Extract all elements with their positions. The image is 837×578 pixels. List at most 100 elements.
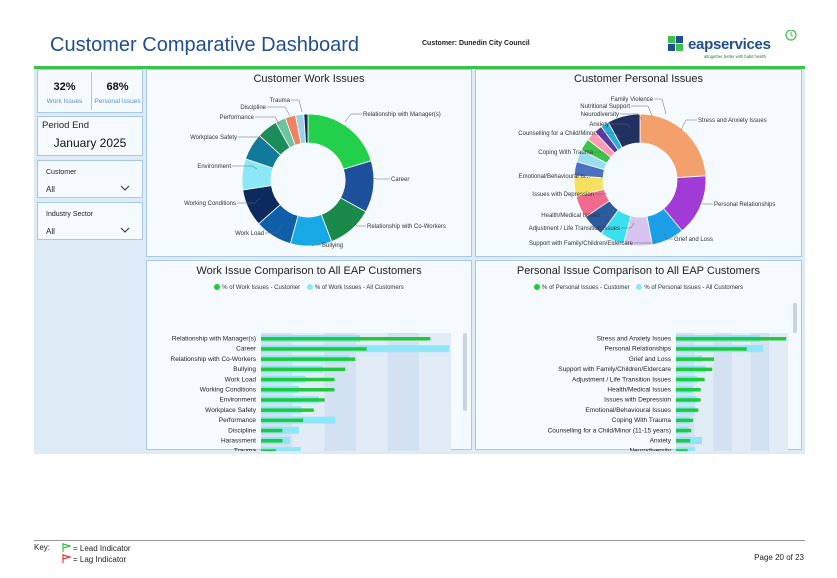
donut-label-adjustment-life-transition-issues: Adjustment / Life Transition Issues: [529, 226, 620, 232]
bar-customer-workplace-safety[interactable]: [261, 408, 314, 412]
personal-issues-donut-panel: Customer Personal Issues Family Violence…: [475, 69, 802, 257]
work-bar-title: Work Issue Comparison to All EAP Custome…: [196, 265, 422, 277]
bar-customer-adjustment-life-transition-issues[interactable]: [676, 377, 705, 382]
bar-customer-career[interactable]: [261, 347, 367, 351]
legend-all-swatch: [636, 284, 643, 290]
bar-customer-harassment[interactable]: [261, 439, 283, 443]
period-value: January 2025: [53, 136, 127, 150]
work-bar-scrollbar[interactable]: [463, 333, 467, 411]
bar-all-neurodiversity[interactable]: [676, 447, 696, 451]
bar-customer-work-load[interactable]: [261, 377, 335, 382]
dashboard: Customer Comparative Dashboard Customer:…: [34, 30, 805, 454]
industry-slicer[interactable]: Industry Sector All: [37, 202, 143, 240]
donut-slice-relationship-with-manager-s[interactable]: [307, 113, 372, 170]
leader-line: [663, 232, 673, 240]
legend-all-swatch: [306, 284, 313, 290]
work-bar-chart: Relationship with Manager(s) Career Relati…: [171, 333, 467, 451]
category-label-personal-relationships: Personal Relationships: [605, 346, 672, 353]
bar-customer-coping-with-trauma[interactable]: [676, 418, 694, 423]
work-issues-donut-panel: Customer Work Issues Trauma Discipline Per…: [146, 69, 472, 257]
donut-slice-stress-and-anxiety-issues[interactable]: [639, 113, 707, 179]
kpi-personal-issues: 68% Personal Issues: [91, 81, 144, 105]
kpi-personal-label: Personal Issues: [94, 98, 141, 105]
donut-label-career: Career: [391, 177, 409, 183]
leader-line: [344, 113, 362, 123]
plot-band: [694, 333, 714, 451]
customer-label: Customer: Dunedin City Council: [422, 40, 530, 47]
work-comparison-panel: Work Issue Comparison to All EAP Custome…: [146, 260, 472, 451]
footer-divider: [34, 540, 805, 541]
bar-customer-emotional-behavioural-issues[interactable]: [676, 408, 699, 412]
bar-customer-counselling-for-a-child-minor-11-15-years[interactable]: [676, 428, 692, 433]
personal-comparison-panel: Personal Issue Comparison to All EAP Cus…: [475, 260, 802, 451]
page-title: Customer Comparative Dashboard: [50, 34, 360, 56]
bar-customer-bullying[interactable]: [261, 367, 346, 372]
donut-label-performance: Performance: [220, 115, 255, 121]
customer-slicer[interactable]: Customer All: [37, 160, 143, 198]
category-label-relationship-with-manager-s: Relationship with Manager(s): [172, 336, 256, 343]
donut-label-emotional-behavioural-is: Emotional/Behavioural Is...: [519, 174, 591, 180]
donut-label-trauma: Trauma: [270, 98, 291, 104]
donut-label-personal-relationships: Personal Relationships: [714, 202, 775, 208]
category-label-coping-with-trauma: Coping With Trauma: [612, 417, 672, 424]
personal-bar-scrollbar[interactable]: [793, 303, 797, 333]
donut-label-relationship-with-co-workers: Relationship with Co-Workers: [367, 224, 446, 230]
customer-slicer-value[interactable]: All: [46, 185, 55, 194]
bar-customer-relationship-with-co-workers[interactable]: [261, 357, 356, 361]
category-label-counselling-for-a-child-minor-11-15-years: Counselling for a Child/Minor (11-15 yea…: [548, 427, 671, 434]
leader-line: [373, 177, 390, 180]
plot-band: [387, 333, 420, 451]
key-lead-text: = Lead Indicator: [73, 544, 131, 553]
bar-customer-relationship-with-manager-s[interactable]: [261, 337, 431, 341]
period-label: Period End: [42, 120, 90, 131]
leader-line: [232, 165, 258, 170]
bar-customer-personal-relationships[interactable]: [676, 347, 747, 351]
legend-customer-label: % of Personal Issues - Customer: [541, 285, 630, 291]
bar-customer-discipline[interactable]: [261, 428, 283, 433]
refresh-icon[interactable]: [784, 30, 798, 42]
donut-slice-other[interactable]: [607, 113, 641, 149]
bar-customer-performance[interactable]: [261, 418, 304, 423]
leader-line: [291, 99, 303, 113]
legend-all-label: % of Personal Issues - All Customers: [644, 285, 744, 291]
leader-line: [267, 106, 291, 117]
bar-customer-trauma[interactable]: [261, 449, 276, 451]
category-label-work-load: Work Load: [225, 376, 257, 383]
chevron-down-icon[interactable]: [118, 223, 132, 237]
category-label-adjustment-life-transition-issues: Adjustment / Life Transition Issues: [572, 376, 672, 383]
donut-label-bullying: Bullying: [322, 243, 343, 249]
bar-customer-health-medical-issues[interactable]: [676, 388, 701, 392]
plot-band: [732, 333, 751, 451]
industry-slicer-value[interactable]: All: [46, 227, 55, 236]
donut-label-work-load: Work Load: [235, 231, 264, 237]
plot-band: [419, 333, 451, 451]
leader-line: [594, 151, 608, 156]
bar-customer-issues-with-depression[interactable]: [676, 398, 701, 402]
donut-label-stress-and-anxiety-issues: Stress and Anxiety Issues: [698, 118, 767, 124]
donut-label-working-conditions: Working Conditions: [184, 201, 236, 207]
bar-customer-anxiety[interactable]: [676, 439, 691, 443]
personal-bar-chart: Stress and Anxiety Issues Personal Relati…: [548, 303, 797, 451]
chevron-down-icon[interactable]: [118, 181, 132, 195]
leader-line: [255, 116, 280, 125]
bar-customer-environment[interactable]: [261, 398, 325, 402]
bar-customer-support-with-family-children-eldercare[interactable]: [676, 367, 713, 372]
bar-customer-grief-and-loss[interactable]: [676, 357, 715, 361]
key-lag: = Lag Indicator: [62, 554, 126, 564]
work-donut-chart: Trauma Discipline Performance Workplace Saf…: [184, 98, 446, 249]
leader-line: [654, 98, 667, 115]
leader-line: [595, 192, 608, 195]
donut-label-grief-and-loss: Grief and Loss: [674, 237, 713, 243]
bar-customer-stress-and-anxiety-issues[interactable]: [676, 337, 787, 341]
work-donut-title: Customer Work Issues: [253, 73, 365, 85]
kpi-personal-value: 68%: [106, 81, 129, 93]
bar-customer-neurodiversity[interactable]: [676, 449, 688, 451]
customer-slicer-label: Customer: [46, 169, 77, 176]
donut-label-discipline: Discipline: [240, 105, 266, 111]
category-label-relationship-with-co-workers: Relationship with Co-Workers: [171, 356, 257, 363]
bar-all-trauma[interactable]: [261, 447, 301, 451]
bar-customer-working-conditions[interactable]: [261, 388, 335, 392]
donut-slice-restructuring[interactable]: [303, 113, 309, 144]
key-lag-text: = Lag Indicator: [73, 555, 127, 564]
kpi-divider: [91, 72, 92, 110]
